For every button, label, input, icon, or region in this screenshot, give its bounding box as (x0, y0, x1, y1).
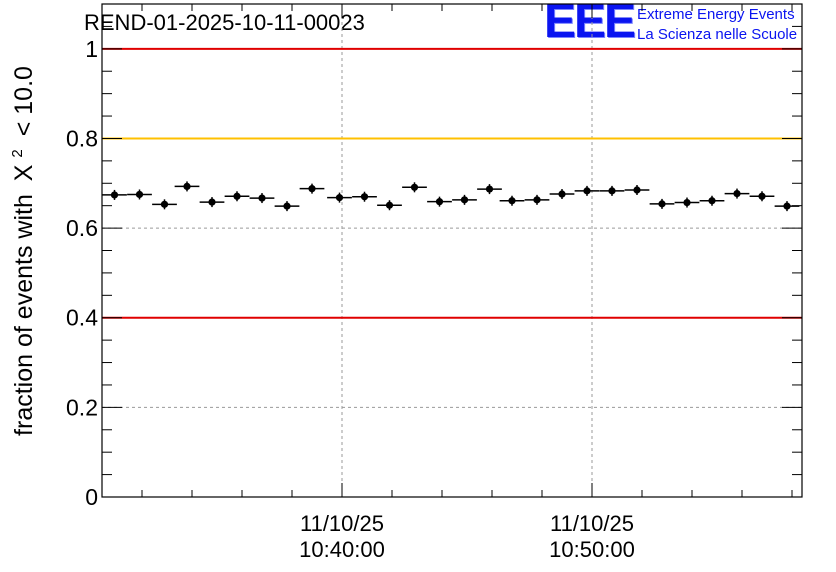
x-tick-label-time: 10:40:00 (299, 537, 385, 562)
data-point (402, 182, 427, 193)
data-point (649, 198, 675, 209)
data-point (152, 199, 177, 210)
axes: 00.20.40.60.8111/10/2510:40:0011/10/2510… (66, 3, 802, 562)
data-point (249, 193, 275, 204)
data-point (724, 188, 750, 199)
data-point-marker (308, 185, 316, 193)
data-point-marker (160, 200, 169, 208)
data-point (352, 191, 377, 202)
y-axis-label-superscript: 2 (9, 149, 26, 157)
data-point-marker (683, 198, 691, 207)
data-point (377, 200, 402, 211)
y-tick-label: 0.2 (66, 394, 98, 420)
data-point-marker (385, 201, 394, 209)
x-tick-label-date: 11/10/25 (550, 511, 634, 536)
data-point (674, 197, 700, 208)
data-point (499, 195, 525, 206)
data-point-marker (758, 192, 766, 200)
data-point (274, 201, 300, 212)
y-tick-label: 0.4 (66, 305, 98, 331)
y-axis-label-prefix: fraction of events with (10, 194, 38, 436)
data-point-marker (533, 196, 541, 204)
plot-frame (101, 3, 803, 498)
x-tick-label-time: 10:50:00 (549, 537, 635, 562)
data-point-marker (583, 187, 591, 195)
data-point-marker (708, 197, 716, 205)
data-point-marker (208, 198, 216, 206)
data-point (199, 197, 225, 208)
data-point (477, 184, 502, 195)
data-point-marker (508, 197, 516, 205)
data-point-marker (733, 189, 741, 198)
data-point-marker (183, 182, 191, 191)
data-point-marker (410, 183, 419, 191)
data-point (452, 194, 477, 205)
data-point-marker (485, 185, 494, 193)
data-point (574, 185, 600, 196)
data-point (699, 195, 725, 206)
data-point-marker (360, 193, 369, 201)
data-point (427, 196, 452, 207)
reference-lines (102, 47, 802, 319)
data-point-marker (435, 198, 444, 206)
data-point (299, 183, 325, 194)
grid (102, 4, 802, 497)
data-point (624, 184, 650, 195)
logo-mark: EEE (544, 0, 636, 48)
data-point (174, 181, 200, 192)
y-tick-label: 0 (85, 484, 98, 510)
data-point-marker (110, 191, 119, 199)
data-point-marker (558, 190, 566, 198)
data-point-marker (283, 202, 291, 210)
data-point-marker (135, 190, 144, 199)
y-tick-label: 1 (85, 36, 98, 62)
chart-title: REND-01-2025-10-11-00023 (84, 10, 365, 35)
y-tick-label: 0.8 (66, 125, 98, 151)
data-point (224, 191, 250, 202)
data-point-marker (335, 194, 344, 202)
data-point (749, 191, 775, 202)
y-tick-label: 0.6 (66, 215, 98, 241)
data-point-marker (258, 194, 266, 202)
data-points (102, 181, 800, 212)
x-tick-label-date: 11/10/25 (300, 511, 384, 536)
data-point (599, 185, 625, 196)
logo-line-2: La Scienza nelle Scuole (637, 26, 798, 43)
data-point-marker (233, 192, 241, 200)
data-point-marker (633, 186, 641, 194)
data-point (524, 194, 550, 205)
data-point (102, 189, 127, 200)
data-point-marker (783, 202, 791, 210)
data-point-marker (658, 200, 666, 208)
logo-line-1: Extreme Energy Events (637, 6, 795, 23)
data-point-marker (608, 187, 616, 195)
y-axis-label-suffix: < 10.0 (10, 66, 38, 136)
data-point (127, 189, 152, 200)
data-point (549, 189, 575, 200)
data-point (327, 192, 352, 203)
y-axis-label-symbol: X (10, 164, 38, 181)
data-point-marker (460, 196, 469, 204)
y-axis-label: fraction of events with X 2 < 10.0 (0, 66, 38, 436)
eee-logo: EEE Extreme Energy Events La Scienza nel… (540, 0, 836, 48)
